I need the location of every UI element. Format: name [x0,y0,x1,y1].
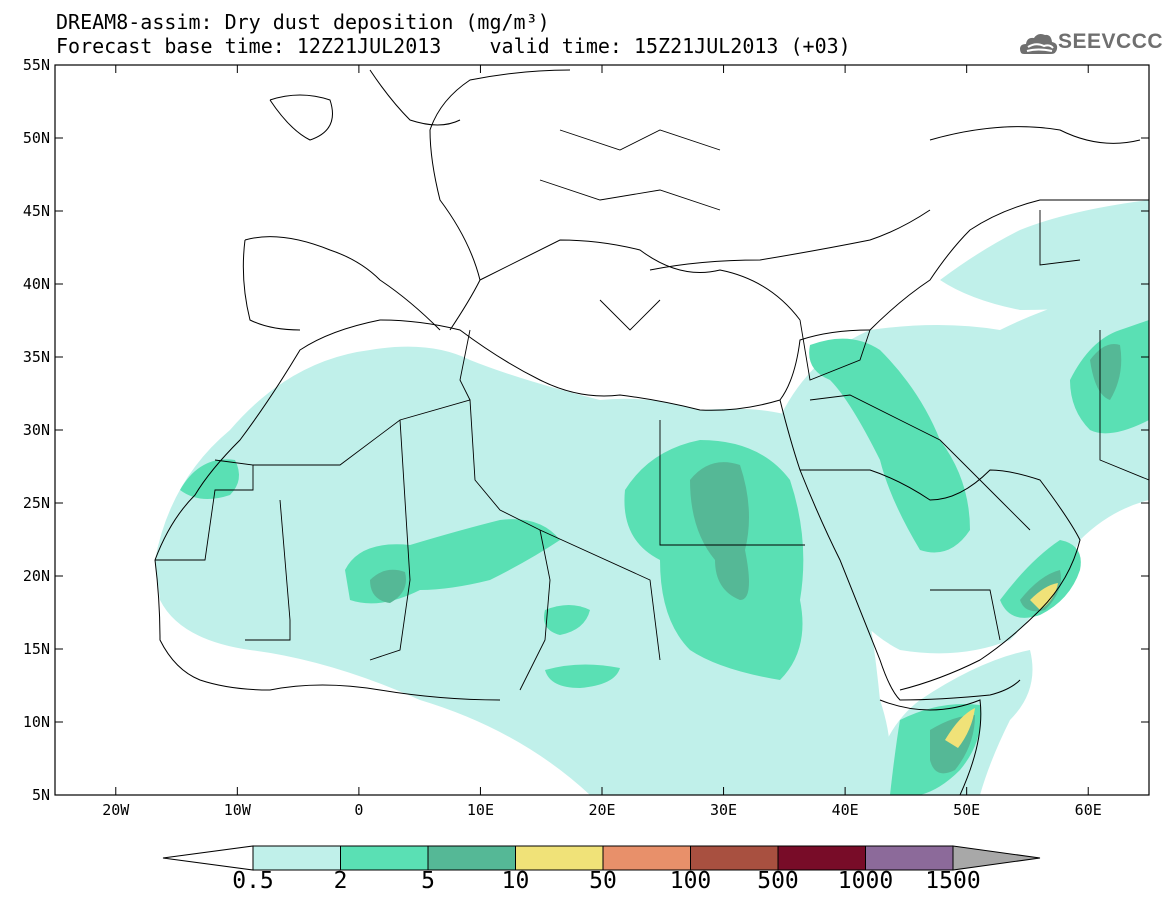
colorbar-right-arrow [952,845,1041,871]
dust-contours [154,69,1149,795]
lat-tick-label: 40N [22,275,50,293]
cloud-logo-icon [1020,34,1058,54]
colorbar-label: 2 [333,868,348,894]
dust-0.5-ethiopia [800,673,864,760]
lon-tick-label: 10E [466,801,494,819]
lat-tick-label: 45N [22,202,50,220]
colorbar-box [515,845,604,871]
lon-tick-label: 40E [831,801,859,819]
colorbar-box [427,845,516,871]
colorbar-label: 500 [757,868,799,894]
colorbar-label: 10 [501,868,530,894]
lat-tick-label: 30N [22,421,50,439]
lon-tick-label: 10W [223,801,251,819]
lon-tick-label: 0 [354,801,364,819]
map-title: DREAM8-assim: Dry dust deposition (mg/m³… [56,10,550,34]
dust-2-chad [544,605,590,635]
dust-2-oman [1000,540,1081,618]
colorbar-box [865,845,954,871]
colorbar-label: 0.5 [232,868,274,894]
lat-tick-label: 25N [22,494,50,512]
dust-5-mali [370,569,406,603]
lon-tick-label: 60E [1074,801,1102,819]
lon-tick-label: 20W [102,801,130,819]
lat-tick-label: 10N [22,713,50,731]
colorbar-label: 5 [421,868,435,894]
lon-tick-label: 30E [710,801,738,819]
dust-2-iraq [809,338,970,553]
dust-0.5-caspian [940,200,1149,310]
lat-tick-label: 20N [22,567,50,585]
colorbar-label: 100 [669,868,712,894]
dust-10-oman [1030,583,1058,610]
colorbar-boxes [252,845,954,871]
forecast-times: Forecast base time: 12Z21JUL2013 valid t… [56,34,851,58]
colorbar-left-arrow [162,845,254,871]
colorbar [162,845,1041,871]
lat-tick-label: 55N [22,56,50,74]
colorbar-label: 50 [589,868,617,894]
country-borders [155,129,1149,691]
lat-tick-label: 50N [22,129,50,147]
lon-ticks [115,65,1089,795]
dust-5-egypt [690,462,749,600]
colorbar-box [690,845,779,871]
lon-tick-label: 20E [588,801,616,819]
dust-5-oman [1020,570,1061,612]
lat-ticks [55,64,1149,796]
dust-10-somalia [945,708,975,748]
colorbar-box [777,845,866,871]
valid-time: valid time: 15Z21JUL2013 (+03) [489,34,851,58]
coastlines [154,69,1149,795]
colorbar-label: 1000 [837,868,894,894]
dust-2-niger [545,664,620,688]
dust-5-iran [1090,344,1122,400]
lon-tick-label: 50E [953,801,981,819]
dust-2-morocco [180,459,239,499]
dust-2-egypt-sudan [624,440,804,680]
colorbar-box [602,845,691,871]
base-time: Forecast base time: 12Z21JUL2013 [56,34,442,58]
logo-text: SEEVCCC [1058,30,1164,53]
colorbar-label: 1500 [925,868,981,894]
lat-tick-label: 15N [22,640,50,658]
lat-tick-label: 5N [31,786,50,804]
colorbar-box [340,845,429,871]
lat-tick-label: 35N [22,348,50,366]
colorbar-box [252,845,341,871]
